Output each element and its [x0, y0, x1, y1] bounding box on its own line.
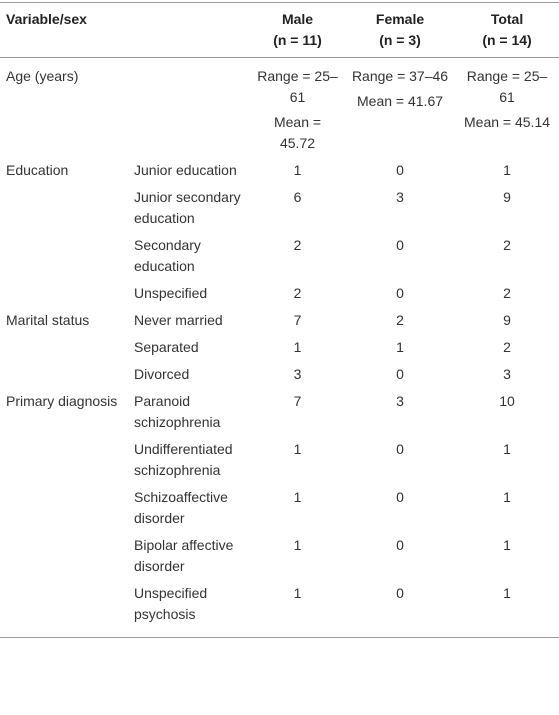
row-label: Schizoaffective disorder: [134, 489, 228, 526]
cell: 0: [396, 366, 404, 382]
row-label: Junior education: [134, 162, 237, 178]
cell: Range = 25–61 Mean = 45.72: [250, 58, 345, 158]
cell: 1: [293, 585, 302, 601]
cell: 0: [396, 162, 404, 178]
cell: 2: [503, 237, 511, 253]
row: Education Junior education 1 0 1: [0, 157, 559, 184]
cell: 1: [503, 162, 511, 178]
row: Unspecified psychosis 1 0 1: [0, 580, 559, 638]
cell: 1: [503, 489, 511, 505]
row: Age (years) Range = 25–61 Mean = 45.72 Rang…: [0, 58, 559, 158]
cell: 9: [503, 189, 511, 205]
cell: 1: [396, 339, 404, 355]
row: Bipolar affective disorder 1 0 1: [0, 532, 559, 580]
cell: 3: [293, 366, 302, 382]
cell: 0: [396, 441, 404, 457]
cell: 2: [503, 339, 511, 355]
row-label: Junior secondary education: [134, 189, 241, 226]
row: Junior secondary education 6 3 9: [0, 184, 559, 232]
cell: 3: [396, 189, 404, 205]
cell: 10: [499, 393, 515, 409]
row: Secondary education 2 0 2: [0, 232, 559, 280]
cell: 7: [293, 393, 302, 409]
cell: 1: [293, 441, 302, 457]
row-label: Bipolar affective disorder: [134, 537, 234, 574]
demographics-table: Variable/sex Male (n = 11) Female (n = 3) Tot…: [0, 2, 559, 638]
column-name: Female: [375, 11, 425, 27]
column-name: Total: [490, 11, 524, 27]
cell: Range = 25–61 Mean = 45.14: [455, 58, 559, 158]
cell-line: Range = 25–61: [466, 68, 548, 105]
cell: 2: [293, 237, 302, 253]
row-label: Separated: [134, 339, 199, 355]
cell: 1: [503, 441, 511, 457]
column-name: Male: [281, 11, 314, 27]
cell: 3: [396, 393, 404, 409]
cell: 0: [396, 489, 404, 505]
cell: 7: [293, 312, 302, 328]
group-label: Education: [6, 162, 69, 178]
cell: 1: [293, 162, 302, 178]
group-label: Marital status: [6, 312, 90, 328]
cell-line: Mean = 45.14: [464, 114, 551, 130]
row-label: Paranoid schizophrenia: [134, 393, 221, 430]
cell: 1: [293, 537, 302, 553]
cell: 2: [293, 285, 302, 301]
row: Marital status Never married 7 2 9: [0, 307, 559, 334]
header-cell: Variable/sex: [6, 11, 87, 27]
cell: 9: [503, 312, 511, 328]
header-cell: Female (n = 3): [345, 3, 455, 58]
row-label: Undifferentiated schizophrenia: [134, 441, 233, 478]
group-label: Age (years): [6, 68, 79, 84]
row-label: Unspecified: [134, 285, 208, 301]
group-label: Primary diagnosis: [6, 393, 118, 409]
row: Undifferentiated schizophrenia 1 0 1: [0, 436, 559, 484]
header-cell: Total (n = 14): [455, 3, 559, 58]
cell-line: Range = 25–61: [257, 68, 338, 105]
row: Unspecified 2 0 2: [0, 280, 559, 307]
cell: 2: [503, 285, 511, 301]
cell: 0: [396, 237, 404, 253]
table-header: Variable/sex Male (n = 11) Female (n = 3) Tot…: [0, 2, 559, 58]
cell: 6: [293, 189, 302, 205]
cell: 0: [396, 285, 404, 301]
cell: 0: [396, 537, 404, 553]
column-n: (n = 14): [482, 32, 532, 48]
column-n: (n = 3): [379, 32, 421, 48]
cell: 1: [293, 489, 302, 505]
row-label: Unspecified psychosis: [134, 585, 208, 622]
table-body: Age (years) Range = 25–61 Mean = 45.72 Rang…: [0, 58, 559, 638]
header-row: Variable/sex Male (n = 11) Female (n = 3) Tot…: [0, 2, 559, 58]
cell: 0: [396, 585, 404, 601]
cell: 1: [293, 339, 302, 355]
cell: 1: [503, 585, 511, 601]
header-cell: Male (n = 11): [250, 3, 345, 58]
cell: Range = 37–46 Mean = 41.67: [345, 58, 455, 158]
row: Separated 1 1 2: [0, 334, 559, 361]
cell-line: Mean = 41.67: [357, 93, 444, 109]
cell: 2: [396, 312, 404, 328]
row-label: Secondary education: [134, 237, 201, 274]
row: Primary diagnosis Paranoid schizophrenia 7…: [0, 388, 559, 436]
cell: 3: [503, 366, 511, 382]
cell-line: Mean = 45.72: [273, 114, 322, 151]
row: Divorced 3 0 3: [0, 361, 559, 388]
cell-line: Range = 37–46: [351, 68, 449, 84]
row-label: Divorced: [134, 366, 190, 382]
row-label: Never married: [134, 312, 223, 328]
row: Schizoaffective disorder 1 0 1: [0, 484, 559, 532]
column-n: (n = 11): [273, 32, 322, 48]
cell: 1: [503, 537, 511, 553]
